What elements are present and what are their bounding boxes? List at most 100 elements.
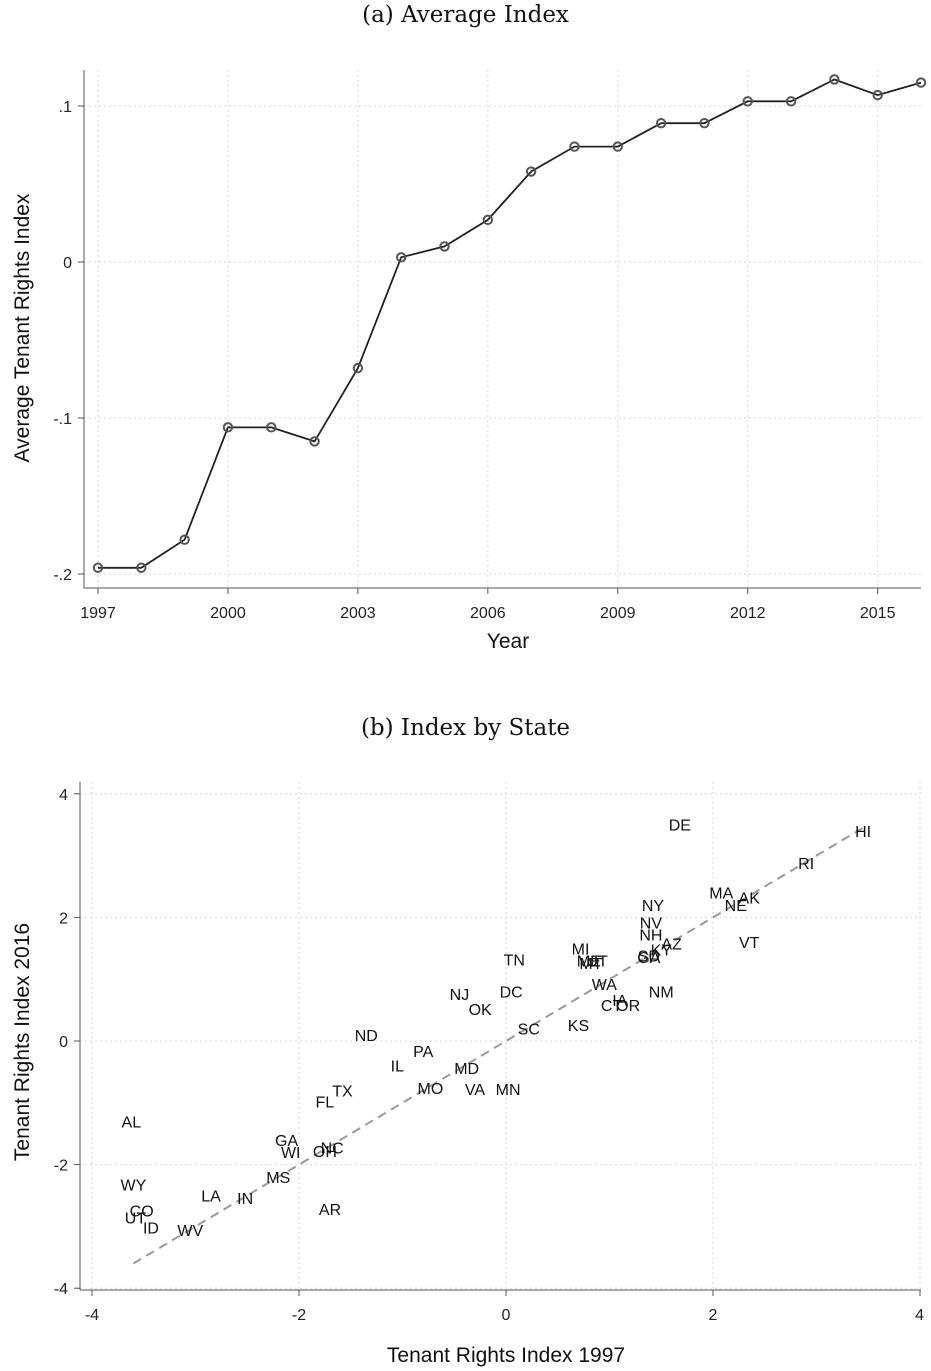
state-label: WY bbox=[121, 1177, 147, 1194]
x-tick-label: 2 bbox=[709, 1307, 718, 1324]
data-point-marker bbox=[612, 141, 623, 152]
state-label: MT bbox=[579, 956, 602, 973]
state-label: RI bbox=[798, 856, 814, 873]
data-point-marker bbox=[785, 96, 797, 107]
state-label: OH bbox=[313, 1144, 337, 1161]
data-point-marker bbox=[92, 562, 104, 573]
chart-a-grid bbox=[84, 70, 921, 588]
y-tick-label: .1 bbox=[59, 99, 72, 116]
data-point-marker bbox=[915, 77, 927, 88]
state-label: NJ bbox=[450, 987, 470, 1004]
data-point-marker bbox=[655, 117, 667, 129]
state-label: UT bbox=[586, 954, 608, 971]
state-label: KS bbox=[568, 1018, 589, 1035]
state-label: ME bbox=[577, 954, 601, 971]
state-label: SD bbox=[638, 949, 660, 966]
state-label: MA bbox=[709, 886, 733, 903]
state-label: CT bbox=[601, 998, 623, 1015]
y-tick-label: 2 bbox=[59, 910, 68, 927]
chart-a-tick-labels: 1997 2000 2003 2006 2009 2012 2015 -.2 -.1 0 .1 bbox=[53, 99, 895, 622]
data-point-marker bbox=[352, 362, 364, 374]
state-label: NE bbox=[725, 898, 747, 915]
state-label: TX bbox=[332, 1083, 353, 1100]
state-label: DC bbox=[500, 985, 523, 1002]
x-tick-label: -4 bbox=[85, 1307, 99, 1324]
chart-b-x-axis-label: Tenant Rights Index 1997 bbox=[387, 1344, 625, 1367]
fit-line bbox=[132, 826, 864, 1265]
data-point-marker bbox=[569, 141, 580, 152]
state-label: IL bbox=[391, 1059, 404, 1076]
y-tick-label: 4 bbox=[59, 787, 68, 804]
state-label: MO bbox=[418, 1081, 444, 1098]
state-label: FL bbox=[316, 1095, 335, 1112]
data-point-marker bbox=[222, 422, 234, 433]
state-label: ID bbox=[143, 1221, 159, 1238]
y-tick-label: -.1 bbox=[53, 411, 72, 428]
data-point-marker bbox=[309, 436, 320, 447]
chart-a-y-axis-label: Average Tenant Rights Index bbox=[11, 193, 34, 462]
state-label: UT bbox=[125, 1211, 147, 1228]
state-label: VA bbox=[465, 1082, 485, 1099]
y-tick-label: -4 bbox=[54, 1281, 68, 1298]
state-label: AL bbox=[122, 1114, 142, 1131]
state-label: OR bbox=[616, 998, 640, 1015]
x-tick-label: 2006 bbox=[470, 605, 506, 622]
data-point-marker bbox=[439, 241, 450, 252]
x-tick-label: 2000 bbox=[210, 605, 246, 622]
x-tick-label: 2009 bbox=[600, 605, 636, 622]
chart-b-fit-line bbox=[132, 826, 864, 1265]
x-tick-label: 1997 bbox=[80, 605, 116, 622]
data-point-marker bbox=[872, 89, 883, 101]
average-index-line-chart: 1997 2000 2003 2006 2009 2012 2015 -.2 -.1 0 .1 Ye… bbox=[11, 70, 927, 653]
state-label: NH bbox=[639, 928, 662, 945]
state-label: MS bbox=[266, 1170, 290, 1187]
state-label: NC bbox=[321, 1140, 344, 1157]
state-label: WI bbox=[281, 1145, 301, 1162]
chart-a-series bbox=[92, 74, 927, 573]
state-label: NY bbox=[642, 898, 665, 915]
state-label: LA bbox=[201, 1189, 221, 1206]
state-label: KY bbox=[651, 943, 673, 960]
state-label: NM bbox=[649, 985, 674, 1002]
state-label: AK bbox=[739, 891, 761, 908]
state-label: WA bbox=[592, 977, 618, 994]
data-point-marker bbox=[179, 534, 190, 545]
state-label: DE bbox=[669, 818, 691, 835]
x-tick-label: 2015 bbox=[860, 605, 896, 622]
data-point-marker bbox=[742, 96, 753, 107]
y-tick-label: -.2 bbox=[53, 567, 72, 584]
y-tick-label: 0 bbox=[59, 1034, 68, 1051]
state-label: ND bbox=[355, 1028, 378, 1045]
state-label: TN bbox=[504, 952, 525, 969]
x-tick-label: 4 bbox=[915, 1307, 924, 1324]
chart-b-grid bbox=[80, 782, 921, 1290]
chart-a-axes bbox=[78, 70, 921, 594]
x-tick-label: 2012 bbox=[730, 605, 766, 622]
state-label: CO bbox=[130, 1203, 154, 1220]
data-point-marker bbox=[482, 214, 494, 226]
state-label: AZ bbox=[661, 936, 682, 953]
state-label: SC bbox=[518, 1022, 540, 1039]
state-label: NV bbox=[640, 915, 663, 932]
state-label: IA bbox=[612, 993, 627, 1010]
y-tick-label: 0 bbox=[63, 255, 72, 272]
data-point-marker bbox=[829, 74, 840, 85]
state-label: AR bbox=[319, 1202, 341, 1219]
data-point-marker bbox=[699, 117, 710, 129]
x-tick-label: -2 bbox=[292, 1307, 306, 1324]
state-label: MN bbox=[496, 1082, 521, 1099]
chart-b-axes bbox=[74, 782, 921, 1296]
data-point-marker bbox=[136, 562, 147, 573]
chart-b-y-axis-label: Tenant Rights Index 2016 bbox=[11, 923, 34, 1161]
chart-b-tick-labels: -4 -2 0 2 4 -4 -2 0 2 4 bbox=[54, 787, 924, 1324]
data-point-marker bbox=[525, 166, 537, 177]
state-label: VT bbox=[739, 935, 760, 952]
state-label: HI bbox=[855, 824, 871, 841]
state-label: OK bbox=[469, 1002, 492, 1019]
y-tick-label: -2 bbox=[54, 1158, 68, 1175]
data-point-marker bbox=[266, 422, 277, 433]
series-line bbox=[98, 78, 922, 569]
x-tick-label: 0 bbox=[502, 1307, 511, 1324]
state-label: GA bbox=[637, 950, 660, 967]
